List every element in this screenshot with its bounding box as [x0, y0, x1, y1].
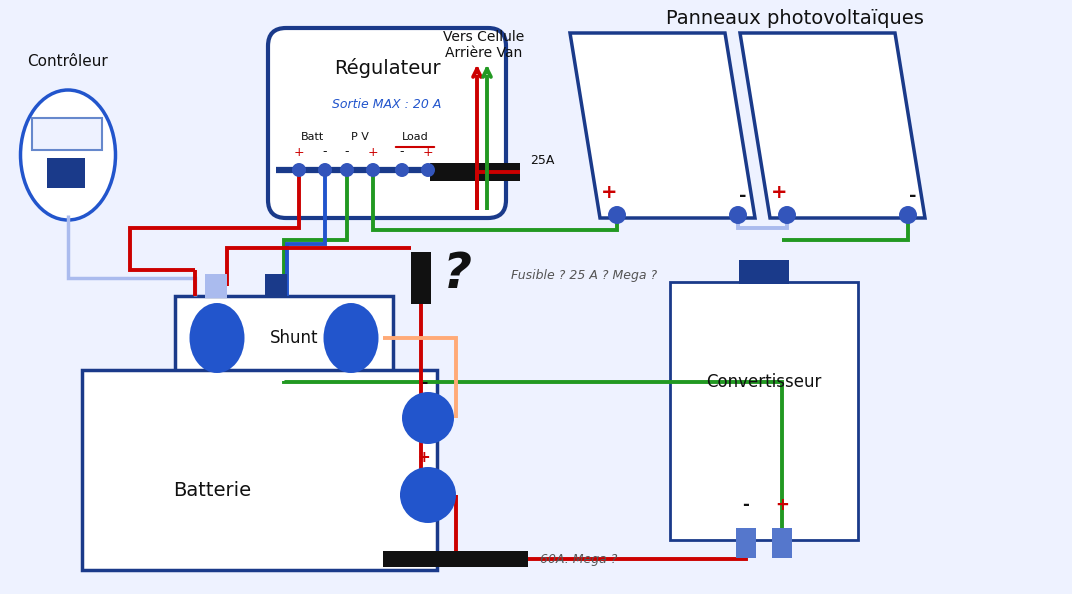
Text: -: - — [345, 146, 349, 159]
Bar — [205, 274, 227, 298]
Text: Fusible ? 25 A ? Mega ?: Fusible ? 25 A ? Mega ? — [511, 270, 657, 283]
Circle shape — [400, 467, 456, 523]
Circle shape — [340, 163, 354, 177]
Text: Convertisseur: Convertisseur — [706, 373, 821, 391]
Ellipse shape — [20, 90, 116, 220]
Bar — [32, 118, 102, 150]
Ellipse shape — [324, 303, 378, 373]
Text: +: + — [775, 496, 789, 514]
Polygon shape — [570, 33, 755, 218]
Bar — [736, 528, 756, 558]
Text: +: + — [771, 182, 787, 201]
Text: +: + — [418, 450, 430, 465]
Text: Shunt: Shunt — [270, 329, 318, 347]
Text: +: + — [422, 146, 433, 159]
Bar — [81, 370, 437, 570]
Text: ?: ? — [443, 250, 472, 298]
Bar — [739, 260, 789, 284]
Text: Vers Cellule
Arrière Van: Vers Cellule Arrière Van — [444, 30, 524, 60]
Text: Régulateur: Régulateur — [333, 58, 441, 78]
Circle shape — [366, 163, 379, 177]
Ellipse shape — [190, 303, 244, 373]
Text: +: + — [294, 146, 304, 159]
Text: 60A. Mega ?: 60A. Mega ? — [540, 552, 617, 565]
Circle shape — [318, 163, 332, 177]
Circle shape — [729, 206, 747, 224]
Bar — [383, 551, 528, 567]
Bar — [772, 528, 792, 558]
Text: Panneaux photovoltaïques: Panneaux photovoltaïques — [666, 8, 924, 27]
Text: 25A: 25A — [530, 153, 554, 166]
Text: -: - — [421, 374, 427, 390]
Circle shape — [402, 392, 455, 444]
Circle shape — [778, 206, 796, 224]
Bar — [430, 163, 520, 181]
Circle shape — [608, 206, 626, 224]
Bar — [175, 296, 393, 381]
Text: -: - — [743, 496, 749, 514]
Text: +: + — [600, 182, 617, 201]
Text: -: - — [400, 146, 404, 159]
Text: Sortie MAX : 20 A: Sortie MAX : 20 A — [332, 99, 442, 112]
Polygon shape — [740, 33, 925, 218]
Text: Contrôleur: Contrôleur — [28, 55, 108, 69]
Text: -: - — [909, 187, 917, 205]
Text: P V: P V — [351, 132, 369, 142]
Text: -: - — [740, 187, 747, 205]
Text: Batterie: Batterie — [173, 481, 251, 500]
Text: Load: Load — [402, 132, 429, 142]
Bar — [265, 274, 287, 298]
Text: +: + — [368, 146, 378, 159]
Circle shape — [899, 206, 917, 224]
Circle shape — [394, 163, 410, 177]
Circle shape — [292, 163, 306, 177]
Circle shape — [421, 163, 435, 177]
Bar — [411, 252, 431, 304]
Text: -: - — [323, 146, 327, 159]
Text: Batt: Batt — [300, 132, 324, 142]
FancyBboxPatch shape — [268, 28, 506, 218]
Bar — [670, 282, 858, 540]
Bar — [47, 158, 85, 188]
